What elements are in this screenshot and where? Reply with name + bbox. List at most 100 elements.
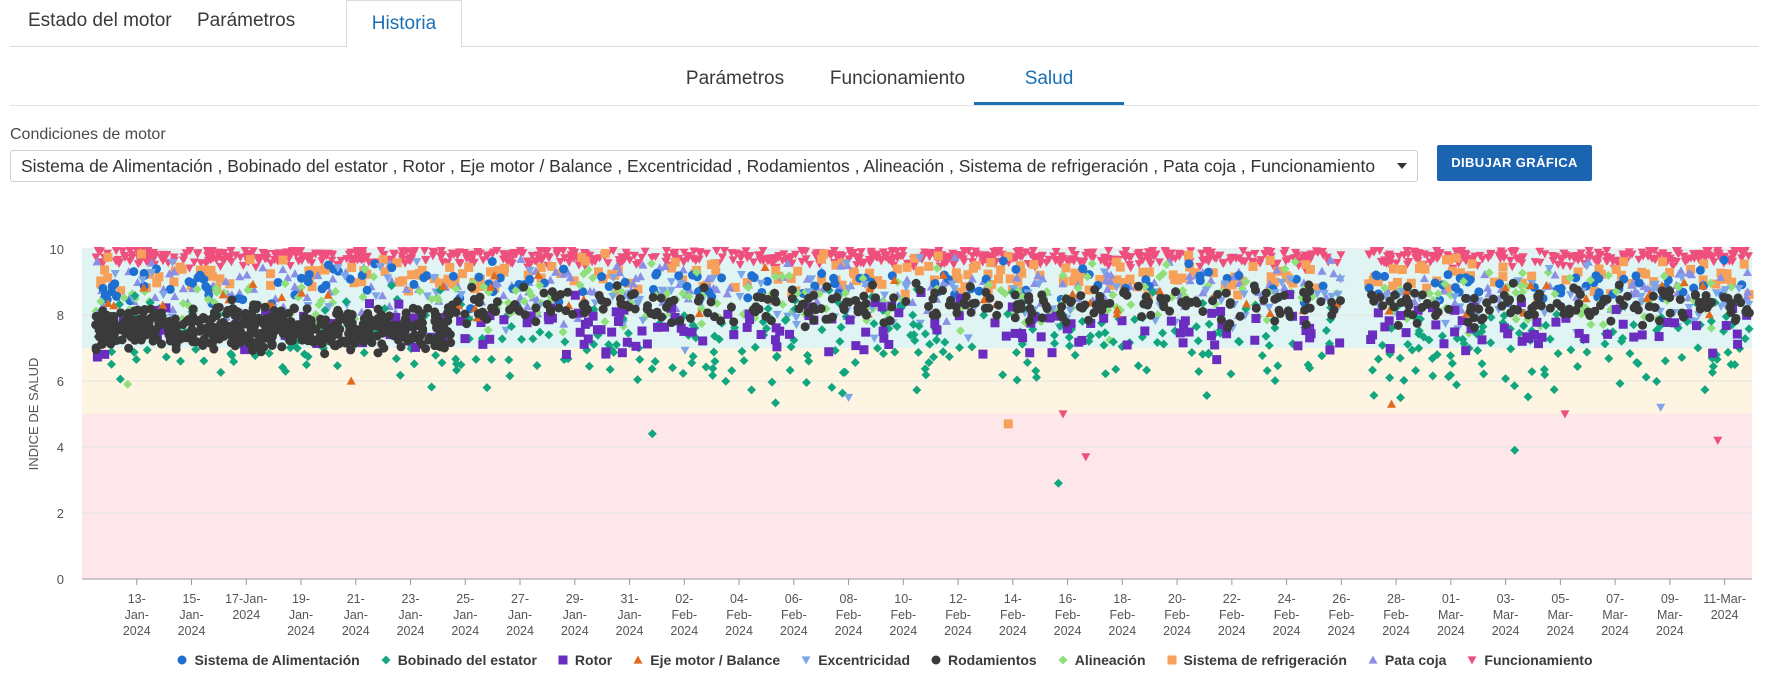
- point-sistema-de-refrigeraci-n: [1686, 264, 1696, 274]
- tab-parametros[interactable]: Parámetros: [197, 10, 296, 31]
- point-bobinado-del-estator: [1415, 314, 1425, 324]
- legend-item[interactable]: Rodamientos: [930, 652, 1037, 668]
- point-bobinado-del-estator: [1625, 348, 1635, 358]
- legend-item[interactable]: Sistema de Alimentación: [176, 652, 360, 668]
- point-sistema-de-alimentaci-n: [525, 274, 535, 284]
- point-rodamientos: [259, 328, 269, 338]
- point-funcionamiento: [1518, 253, 1528, 262]
- point-bobinado-del-estator: [890, 347, 900, 357]
- point-funcionamiento: [1166, 249, 1176, 258]
- subtab-parametros[interactable]: Parámetros: [685, 68, 785, 89]
- point-funcionamiento: [688, 254, 698, 264]
- point-sistema-de-refrigeraci-n: [1611, 265, 1621, 275]
- point-alineaci-n: [1511, 288, 1521, 298]
- point-rodamientos: [1690, 290, 1700, 300]
- point-alineaci-n: [1446, 290, 1456, 300]
- x-tick-label: 12-Feb-2024: [944, 592, 972, 638]
- point-bobinado-del-estator: [1233, 336, 1243, 346]
- legend-item[interactable]: Alineación: [1057, 652, 1146, 668]
- point-rotor: [1533, 339, 1543, 349]
- point-rodamientos: [488, 305, 498, 315]
- draw-chart-button[interactable]: DIBUJAR GRÁFICA: [1437, 145, 1592, 181]
- point-funcionamiento: [1694, 256, 1704, 265]
- point-bobinado-del-estator: [1437, 331, 1447, 341]
- point-pata-coja: [1326, 255, 1336, 264]
- point-funcionamiento: [1375, 247, 1385, 256]
- point-funcionamiento: [1535, 258, 1545, 267]
- point-rodamientos: [1743, 307, 1753, 317]
- point-funcionamiento: [1540, 250, 1550, 259]
- tab-estado-del-motor[interactable]: Estado del motor: [28, 10, 172, 31]
- subtab-funcionamiento[interactable]: Funcionamiento: [829, 68, 966, 89]
- point-funcionamiento: [856, 259, 866, 268]
- point-funcionamiento: [1016, 252, 1026, 262]
- point-excentricidad: [1716, 302, 1726, 311]
- point-rotor: [978, 349, 988, 359]
- point-sistema-de-alimentaci-n: [495, 273, 505, 283]
- point-rodamientos: [395, 329, 405, 339]
- point-eje-motor-balance: [1068, 289, 1078, 298]
- point-funcionamiento: [466, 257, 476, 266]
- point-rotor: [1537, 332, 1547, 342]
- point-rodamientos: [612, 281, 622, 291]
- point-rodamientos: [928, 310, 938, 320]
- point-sistema-de-alimentaci-n: [651, 270, 661, 280]
- point-eje-motor-balance: [1241, 299, 1251, 308]
- point-bobinado-del-estator: [1501, 374, 1511, 384]
- point-sistema-de-refrigeraci-n: [710, 259, 720, 269]
- legend-item[interactable]: Sistema de refrigeración: [1166, 652, 1347, 668]
- point-rodamientos: [1599, 296, 1609, 306]
- point-rotor: [456, 316, 466, 326]
- point-alineaci-n: [558, 327, 568, 337]
- point-sistema-de-refrigeraci-n: [1489, 277, 1499, 287]
- point-funcionamiento: [832, 252, 842, 261]
- tab-historia[interactable]: Historia: [346, 0, 462, 48]
- legend-item[interactable]: Excentricidad: [800, 652, 910, 668]
- point-rodamientos: [373, 304, 383, 314]
- legend-item[interactable]: Pata coja: [1367, 652, 1446, 668]
- point-rodamientos: [706, 297, 716, 307]
- legend-item[interactable]: Rotor: [557, 652, 612, 668]
- point-rodamientos: [148, 336, 158, 346]
- point-bobinado-del-estator: [1377, 340, 1387, 350]
- legend-item[interactable]: Bobinado del estator: [380, 652, 537, 668]
- subtab-salud[interactable]: Salud: [974, 60, 1124, 105]
- point-funcionamiento: [498, 255, 508, 264]
- point-rodamientos: [1430, 300, 1440, 310]
- point-funcionamiento: [1744, 252, 1754, 261]
- point-rodamientos: [531, 303, 541, 313]
- point-funcionamiento: [727, 249, 737, 258]
- point-bobinado-del-estator: [747, 385, 757, 395]
- square-marker-icon: [1167, 655, 1176, 665]
- point-rotor: [660, 322, 670, 332]
- point-rotor: [619, 305, 629, 315]
- point-rodamientos: [1084, 315, 1094, 325]
- point-sistema-de-refrigeraci-n: [873, 276, 883, 286]
- point-rodamientos: [787, 285, 797, 295]
- legend-item[interactable]: Funcionamiento: [1466, 652, 1593, 668]
- conditions-select[interactable]: Sistema de Alimentación , Bobinado del e…: [10, 150, 1418, 182]
- point-eje-motor-balance: [297, 288, 307, 297]
- point-rotor: [1629, 332, 1639, 342]
- point-pata-coja: [1480, 270, 1490, 279]
- point-bobinado-del-estator: [584, 361, 594, 371]
- point-funcionamiento: [1146, 260, 1156, 269]
- x-tick-label: 10-Feb-2024: [889, 592, 917, 638]
- point-rodamientos: [1654, 316, 1664, 326]
- point-rodamientos: [460, 309, 470, 319]
- point-rodamientos: [1133, 281, 1143, 291]
- point-pata-coja: [1483, 283, 1493, 292]
- point-rotor: [240, 345, 250, 355]
- point-sistema-de-refrigeraci-n: [1722, 269, 1732, 279]
- point-bobinado-del-estator: [1527, 367, 1537, 377]
- point-sistema-de-alimentaci-n: [1195, 276, 1205, 286]
- point-bobinado-del-estator: [938, 347, 948, 357]
- point-rodamientos: [1606, 316, 1616, 326]
- point-rotor: [617, 348, 627, 358]
- point-pata-coja: [573, 313, 583, 323]
- legend-item[interactable]: Eje motor / Balance: [632, 652, 780, 668]
- point-outlier: [1058, 410, 1068, 419]
- point-bobinado-del-estator: [708, 370, 718, 380]
- point-funcionamiento: [1634, 255, 1644, 264]
- point-rodamientos: [157, 312, 167, 322]
